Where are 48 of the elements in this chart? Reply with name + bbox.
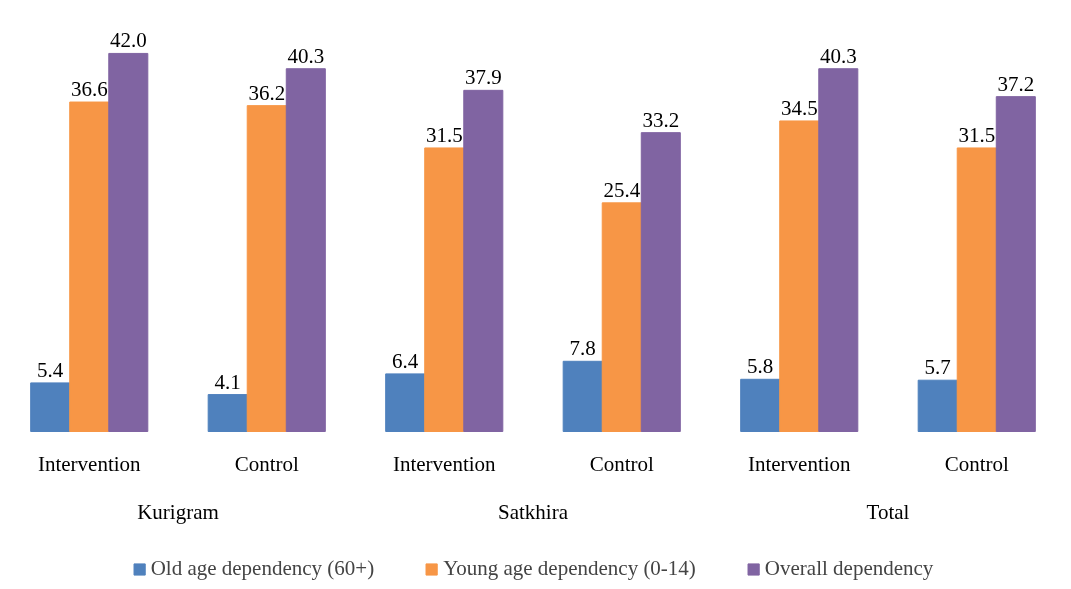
- bar: [740, 378, 781, 432]
- x-tick-label: Intervention: [37, 451, 142, 476]
- legend-label: Young age dependency (0-14): [443, 556, 696, 581]
- bar: [424, 147, 465, 432]
- bar: [995, 96, 1036, 432]
- bar: [246, 105, 287, 432]
- data-label: 25.4: [603, 177, 641, 202]
- legend-label: Old age dependency (60+): [150, 556, 375, 581]
- bar: [207, 394, 248, 432]
- x-tick-label: Control: [234, 451, 299, 476]
- data-label: 5.7: [924, 355, 951, 380]
- x-tick-label: Control: [589, 451, 654, 476]
- data-label: 31.5: [958, 122, 996, 147]
- bar: [463, 89, 504, 432]
- bar: [562, 360, 603, 432]
- legend-label: Overall dependency: [764, 556, 934, 581]
- text: Satkhira: [498, 499, 569, 524]
- data-label: 42.0: [109, 28, 147, 53]
- bar: [779, 120, 820, 432]
- bar: [818, 68, 859, 432]
- data-label: 4.1: [214, 369, 241, 394]
- data-label: 40.3: [287, 43, 325, 68]
- data-label: 6.4: [392, 348, 419, 373]
- bar: [69, 101, 110, 432]
- bar: [917, 379, 958, 432]
- bar: [108, 52, 149, 432]
- data-label: 36.2: [248, 80, 286, 105]
- data-label: 37.9: [464, 65, 502, 90]
- x-tick-label: Intervention: [392, 451, 497, 476]
- data-label: 37.2: [997, 71, 1035, 96]
- bar: [385, 373, 426, 432]
- data-label: 5.4: [37, 357, 64, 382]
- data-label: 31.5: [425, 122, 463, 147]
- data-label: 34.5: [780, 95, 818, 120]
- text: Total: [866, 499, 910, 524]
- bar: [601, 202, 642, 432]
- data-label: 7.8: [569, 336, 596, 361]
- bar: [285, 68, 326, 432]
- x-tick-label: Intervention: [747, 451, 852, 476]
- data-label: 36.6: [70, 77, 108, 102]
- data-label: 40.3: [819, 43, 857, 68]
- bar: [30, 382, 71, 432]
- data-label: 5.8: [747, 354, 774, 379]
- text: Kurigram: [137, 499, 219, 524]
- x-tick-label: Control: [944, 451, 1009, 476]
- data-label: 33.2: [642, 107, 680, 132]
- bar: [640, 132, 681, 432]
- bar: [956, 147, 997, 432]
